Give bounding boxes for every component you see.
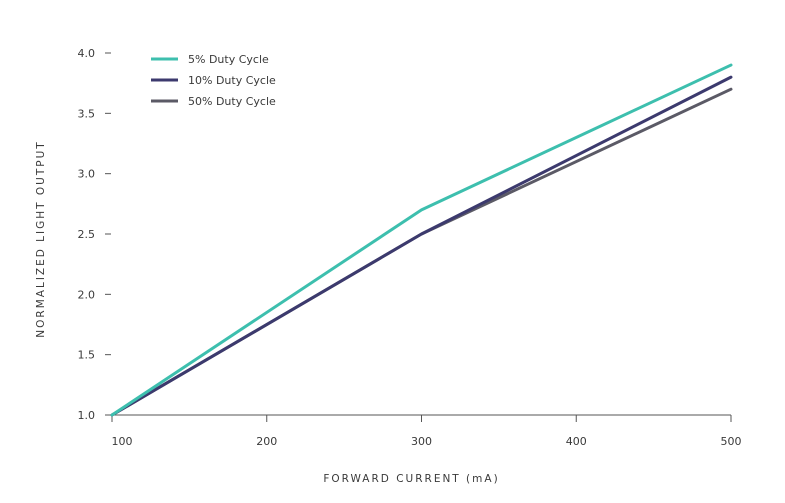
- x-tick-label: 200: [256, 435, 277, 448]
- x-axis-title: FORWARD CURRENT (mA): [323, 473, 499, 485]
- series-lines: [110, 63, 733, 417]
- x-tick-label: 500: [721, 435, 742, 448]
- x-tick-label: 300: [411, 435, 432, 448]
- x-axis-ticks: 100 200 300 400 500: [111, 415, 742, 448]
- y-tick-label: 4.0: [78, 47, 96, 60]
- y-tick-label: 3.0: [78, 168, 96, 181]
- y-axis-ticks: 1.0 1.5 2.0 2.5 3.0 3.5 4.0: [78, 47, 111, 422]
- series-line: [110, 87, 733, 417]
- y-tick-label: 3.5: [78, 107, 96, 120]
- y-tick-label: 2.5: [78, 228, 96, 241]
- x-tick-label: 100: [112, 435, 133, 448]
- legend-label: 50% Duty Cycle: [188, 95, 276, 108]
- series-line: [110, 63, 733, 417]
- x-tick-label: 400: [566, 435, 587, 448]
- y-tick-label: 1.0: [78, 409, 96, 422]
- y-tick-label: 2.0: [78, 288, 96, 301]
- y-tick-label: 1.5: [78, 349, 96, 362]
- y-axis-title: NORMALIZED LIGHT OUTPUT: [35, 140, 47, 337]
- legend-label: 5% Duty Cycle: [188, 53, 269, 66]
- legend: 5% Duty Cycle 10% Duty Cycle 50% Duty Cycl…: [151, 53, 276, 108]
- series-line: [110, 75, 733, 417]
- legend-label: 10% Duty Cycle: [188, 74, 276, 87]
